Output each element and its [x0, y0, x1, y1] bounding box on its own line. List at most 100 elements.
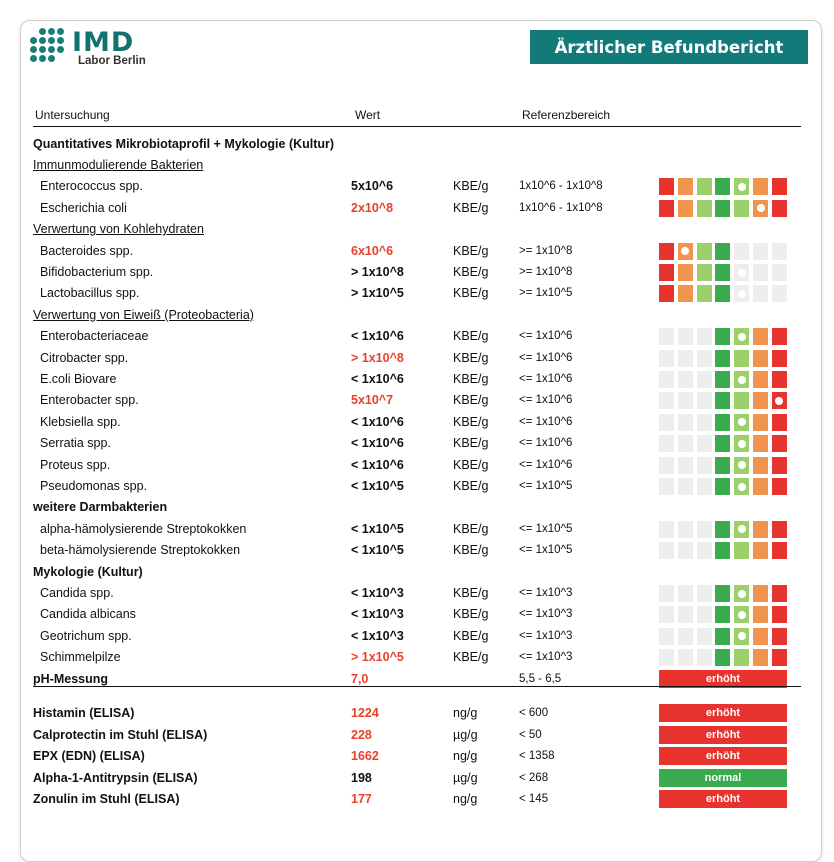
logo-dot	[30, 55, 37, 62]
lab-row: Histamin (ELISA) 1224 ng/g < 600 erhöht	[0, 703, 834, 724]
scale-cell	[677, 392, 693, 410]
reference-range: < 50	[519, 728, 542, 741]
test-value: < 1x10^6	[351, 414, 404, 429]
subsection-heading-row: Immunmodulierende Bakterien	[0, 155, 834, 176]
test-value: < 1x10^3	[351, 607, 404, 622]
reference-range: <= 1x10^5	[519, 544, 573, 557]
scale-cell	[771, 520, 787, 538]
logo-dots-icon	[30, 28, 66, 64]
test-name: Citrobacter spp.	[40, 350, 129, 365]
reference-range: >= 1x10^5	[519, 287, 573, 300]
test-unit: KBE/g	[453, 650, 489, 665]
scale-cell	[696, 392, 712, 410]
scale-cell	[677, 371, 693, 388]
result-scale-bar	[659, 264, 787, 281]
test-unit: KBE/g	[453, 607, 489, 622]
test-name: beta-hämolysierende Streptokokken	[40, 543, 241, 558]
scale-cell	[715, 585, 731, 602]
scale-cell	[677, 264, 693, 281]
scale-cell	[734, 542, 750, 560]
scale-cell	[771, 264, 787, 281]
table-row: Bifidobacterium spp. > 1x10^8 KBE/g >= 1x10…	[0, 262, 834, 283]
test-value: < 1x10^5	[351, 543, 404, 558]
test-unit: KBE/g	[453, 265, 489, 279]
result-marker-icon	[737, 461, 746, 470]
test-name: EPX (EDN) (ELISA)	[33, 749, 145, 763]
scale-cell	[715, 478, 731, 495]
subsection-heading-row: Verwertung von Eiweiß (Proteobacteria)	[0, 305, 834, 326]
test-value: 6x10^6	[351, 243, 394, 258]
logo-dot	[39, 37, 46, 44]
scale-cell	[677, 456, 693, 474]
result-scale-bar	[659, 456, 787, 474]
test-name: E.coli Biovare	[40, 372, 117, 386]
scale-cell	[715, 542, 731, 560]
scale-cell	[659, 627, 674, 645]
scale-cell	[715, 435, 731, 453]
test-value: > 1x10^5	[351, 286, 404, 301]
logo-text: IMD	[72, 27, 135, 58]
result-scale-bar	[659, 606, 787, 624]
test-value: > 1x10^5	[351, 650, 404, 665]
status-badge: erhöht	[659, 704, 787, 722]
result-marker-icon	[737, 482, 746, 491]
logo-dot	[48, 55, 55, 62]
scale-cell	[771, 585, 787, 602]
test-value: 5x10^6	[351, 179, 394, 194]
scale-cell	[771, 478, 787, 495]
test-value: 177	[351, 792, 372, 806]
scale-cell	[734, 649, 750, 667]
test-name: Bifidobacterium spp.	[40, 265, 154, 279]
scale-cell	[696, 199, 712, 217]
scale-cell	[696, 606, 712, 624]
logo-dot	[57, 37, 64, 44]
lab-row: Zonulin im Stuhl (ELISA) 177 ng/g < 145 erhö…	[0, 789, 834, 810]
table-row: Candida albicans < 1x10^3 KBE/g <= 1x10^3	[0, 604, 834, 625]
scale-cell	[734, 199, 750, 217]
scale-cell	[677, 585, 693, 602]
test-name: Histamin (ELISA)	[33, 706, 135, 720]
test-name: Serratia spp.	[40, 436, 111, 451]
test-unit: KBE/g	[453, 543, 489, 558]
test-value: 7,0	[351, 671, 369, 686]
logo-dot	[39, 55, 46, 62]
reference-range: <= 1x10^6	[519, 330, 573, 343]
test-name: Candida spp.	[40, 586, 114, 600]
reference-range: >= 1x10^8	[519, 266, 573, 278]
status-badge: erhöht	[659, 669, 787, 688]
column-header-referenzbereich: Referenzbereich	[522, 108, 611, 122]
scale-cell	[734, 585, 750, 602]
test-unit: µg/g	[453, 770, 478, 785]
scale-cell	[771, 606, 787, 624]
scale-cell	[753, 435, 768, 453]
result-marker-icon	[737, 332, 746, 341]
column-header-untersuchung: Untersuchung	[35, 108, 110, 122]
scale-cell	[715, 627, 731, 645]
scale-cell	[659, 371, 674, 388]
scale-cell	[753, 349, 768, 367]
scale-cell	[771, 199, 787, 217]
test-value: 1662	[351, 749, 379, 763]
scale-cell	[696, 264, 712, 281]
scale-cell	[696, 456, 712, 474]
reference-range: < 145	[519, 793, 549, 805]
scale-cell	[734, 264, 750, 281]
scale-cell	[771, 456, 787, 474]
result-scale-bar	[659, 242, 787, 260]
test-name: Escherichia coli	[40, 200, 127, 215]
scale-cell	[677, 199, 693, 217]
scale-cell	[715, 199, 731, 217]
test-name: Calprotectin im Stuhl (ELISA)	[33, 727, 208, 742]
scale-cell	[734, 349, 750, 367]
section-heading: Mykologie (Kultur)	[33, 564, 143, 579]
scale-cell	[696, 627, 712, 645]
scale-cell	[753, 649, 768, 667]
test-name: Enterobacter spp.	[40, 393, 139, 408]
table-row: Escherichia coli 2x10^8 KBE/g 1x10^6 - 1x10…	[0, 198, 834, 219]
test-unit: KBE/g	[453, 393, 489, 408]
scale-cell	[753, 413, 768, 431]
table-row: Serratia spp. < 1x10^6 KBE/g <= 1x10^6	[0, 433, 834, 454]
result-marker-icon	[737, 589, 746, 598]
test-unit: KBE/g	[453, 243, 489, 258]
result-scale-bar	[659, 478, 787, 495]
